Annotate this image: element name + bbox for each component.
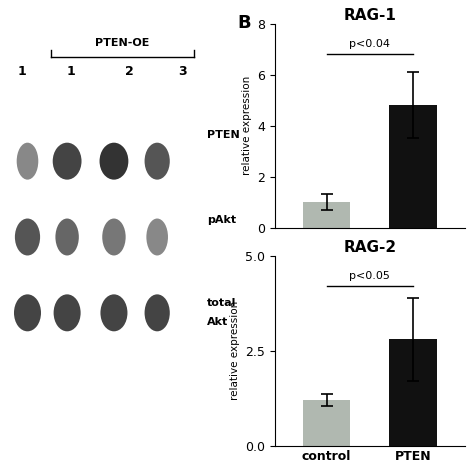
Title: RAG-2: RAG-2 <box>343 240 396 255</box>
Bar <box>389 339 437 446</box>
Y-axis label: relative expression: relative expression <box>242 76 252 175</box>
Text: total: total <box>207 298 237 309</box>
Ellipse shape <box>55 219 79 255</box>
Text: PTEN: PTEN <box>207 130 240 140</box>
Text: 3: 3 <box>178 64 187 78</box>
Text: p<0.05: p<0.05 <box>349 271 390 281</box>
Ellipse shape <box>53 143 82 180</box>
Text: p<0.04: p<0.04 <box>349 39 390 49</box>
Title: RAG-1: RAG-1 <box>343 8 396 23</box>
Ellipse shape <box>146 219 168 255</box>
Text: B: B <box>237 14 251 32</box>
Text: 2: 2 <box>125 64 134 78</box>
Ellipse shape <box>100 294 128 331</box>
Text: 1: 1 <box>18 64 27 78</box>
Bar <box>303 202 350 228</box>
Ellipse shape <box>14 294 41 331</box>
Ellipse shape <box>145 143 170 180</box>
Ellipse shape <box>17 143 38 180</box>
Text: PTEN-OE: PTEN-OE <box>95 37 150 48</box>
Ellipse shape <box>54 294 81 331</box>
Y-axis label: relative expression: relative expression <box>229 301 240 401</box>
Bar <box>389 105 437 228</box>
Text: 1: 1 <box>67 64 76 78</box>
Ellipse shape <box>145 294 170 331</box>
Ellipse shape <box>100 143 128 180</box>
Text: Akt: Akt <box>207 317 228 328</box>
Ellipse shape <box>15 219 40 255</box>
Text: pAkt: pAkt <box>207 215 237 226</box>
Bar <box>303 400 350 446</box>
Ellipse shape <box>102 219 126 255</box>
